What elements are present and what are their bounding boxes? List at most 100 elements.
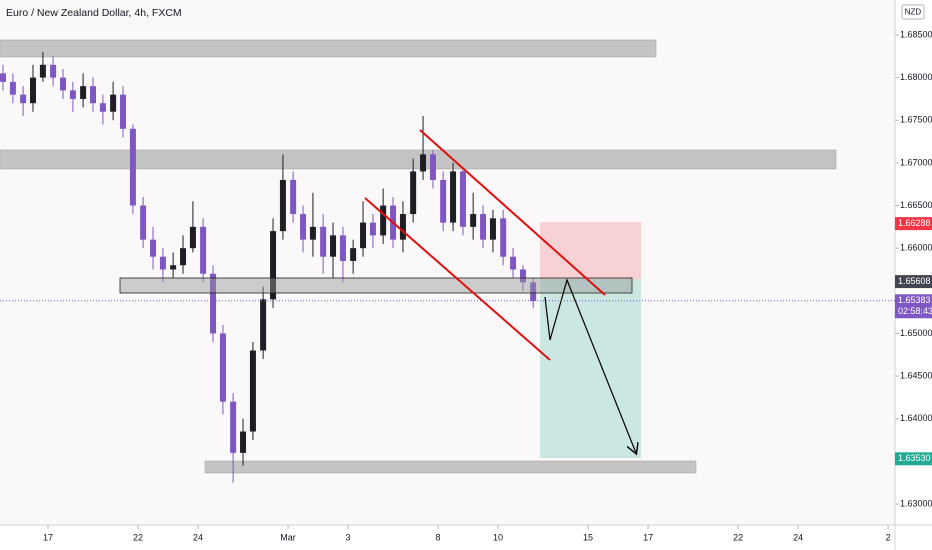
price-label: 1.65608 — [898, 276, 931, 286]
candle-body — [489, 218, 496, 240]
candle-body — [510, 256, 517, 270]
candle-body — [120, 94, 127, 129]
target-zone — [540, 279, 641, 458]
x-tick-label: 15 — [583, 532, 593, 542]
candle-body — [39, 64, 46, 78]
candle-body — [9, 81, 16, 95]
y-tick-label: 1.67000 — [900, 157, 932, 167]
y-tick-label: 1.68000 — [900, 72, 932, 82]
plot-background — [0, 0, 895, 525]
x-tick-label: 3 — [346, 532, 351, 542]
y-tick-label: 1.63000 — [900, 498, 932, 508]
drawings — [0, 39, 837, 474]
y-tick-label: 1.64000 — [900, 413, 932, 423]
candle-body — [60, 77, 67, 91]
price-label-box — [895, 294, 932, 319]
price-label: 1.65383 — [898, 295, 931, 305]
currency: NZD — [905, 8, 922, 17]
candle-body — [279, 179, 286, 232]
x-tick-label: 17 — [43, 532, 53, 542]
channel-line — [419, 129, 606, 296]
candle-body — [309, 226, 316, 240]
zone — [0, 149, 837, 170]
candle-body — [20, 94, 27, 104]
candle-body — [339, 235, 346, 261]
candle-body — [210, 273, 217, 334]
candle-body — [420, 154, 427, 172]
candle-body — [99, 103, 106, 112]
candle-body — [470, 214, 477, 227]
zone — [119, 277, 633, 294]
candle-body — [500, 218, 507, 257]
x-tick-label: 24 — [793, 532, 803, 542]
candle-body — [350, 248, 357, 261]
candle-body — [249, 350, 256, 432]
x-tick-label: 2 — [886, 532, 891, 542]
zone — [0, 39, 657, 58]
x-tick-label: 22 — [733, 532, 743, 542]
axes: 1.68500 1.68000 1.67500 1.67000 1.66500 1.660… — [0, 29, 932, 542]
zone — [204, 460, 697, 474]
candle-body — [429, 154, 436, 180]
candle-body — [440, 179, 447, 223]
candle-body — [30, 77, 37, 104]
x-tick-label: 22 — [133, 532, 143, 542]
candle-body — [320, 226, 327, 257]
candles — [0, 52, 537, 483]
candle-body — [270, 231, 277, 300]
candle-body — [530, 282, 537, 302]
drawings-top — [119, 129, 636, 453]
stop-zone — [540, 222, 641, 279]
candle-body — [140, 205, 147, 240]
chart-title: Euro / New Zealand Dollar, 4h, FXCM — [6, 7, 182, 19]
candle-body — [240, 431, 247, 453]
candle-body — [80, 86, 87, 99]
x-tick-label: 8 — [436, 532, 441, 542]
candle-body — [360, 222, 367, 249]
price-label-box — [895, 217, 932, 231]
y-tick-label: 1.67500 — [900, 115, 932, 125]
candle-body — [380, 205, 387, 236]
candle-body — [480, 214, 487, 240]
x-tick-label: 17 — [643, 532, 653, 542]
candle-body — [330, 235, 337, 257]
candle-body — [399, 214, 406, 240]
time-axis — [0, 525, 932, 550]
candle-body — [159, 256, 166, 270]
candle-body — [0, 73, 7, 82]
y-tick-label: 1.66500 — [900, 200, 932, 210]
candle-body — [50, 64, 57, 78]
x-tick-label: Mar — [280, 532, 296, 542]
y-tick-label: 1.68500 — [900, 29, 932, 39]
candle-body — [300, 214, 307, 240]
projection-arrow — [544, 278, 636, 453]
candle-body — [170, 265, 177, 270]
price-label-box — [895, 275, 932, 289]
candle-body — [260, 299, 267, 351]
candle-body — [180, 248, 187, 266]
candle-body — [369, 222, 376, 236]
candle-body — [189, 226, 196, 249]
currency-box[interactable] — [901, 4, 925, 20]
candle-body — [69, 90, 76, 99]
candle-body — [230, 401, 237, 453]
channel-line — [364, 197, 551, 361]
price-label: 1.66288 — [898, 218, 931, 228]
x-tick-label: 10 — [493, 532, 503, 542]
candle-body — [410, 171, 417, 215]
candle-body — [450, 171, 457, 223]
candle-body — [290, 179, 297, 215]
candle-body — [459, 171, 466, 227]
price-countdown: 02:58:43 — [898, 306, 932, 316]
candle-body — [90, 86, 97, 104]
candle-body — [519, 269, 526, 283]
x-tick-label: 24 — [193, 532, 203, 542]
y-tick-label: 1.66000 — [900, 243, 932, 253]
candle-body — [150, 239, 157, 257]
candle-body — [219, 333, 226, 402]
price-label: 1.63530 — [898, 453, 931, 463]
price-label-box — [895, 452, 932, 466]
y-tick-label: 1.65000 — [900, 328, 932, 338]
candle-body — [110, 94, 117, 112]
